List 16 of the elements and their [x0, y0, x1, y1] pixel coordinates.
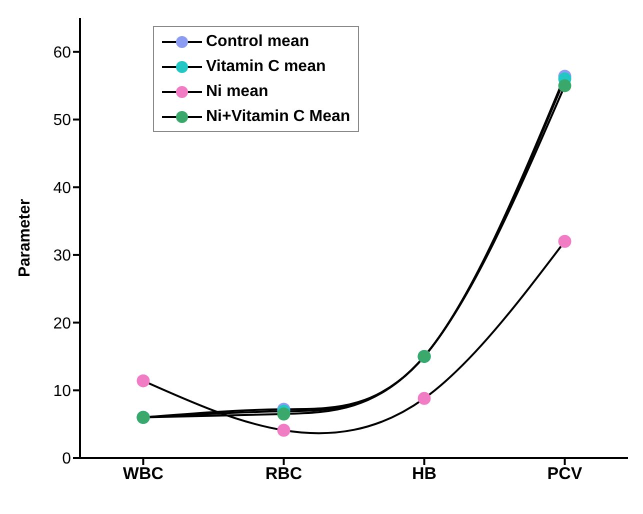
- x-tick-label: RBC: [265, 464, 302, 484]
- legend-label: Ni+Vitamin C Mean: [206, 108, 350, 126]
- x-tick-label: PCV: [547, 464, 583, 484]
- y-tick-label: 20: [53, 315, 72, 332]
- y-tick-label: 50: [53, 112, 72, 130]
- legend-label: Ni mean: [206, 82, 268, 100]
- y-tick-label: 60: [53, 44, 72, 62]
- y-tick-label: 30: [53, 248, 72, 265]
- y-tick-label: 0: [62, 450, 72, 468]
- x-tick-label: HB: [412, 464, 437, 484]
- y-axis-title: Parameter: [16, 198, 34, 278]
- y-tick-label: 10: [53, 382, 72, 400]
- x-tick-label: WBC: [122, 464, 164, 484]
- legend-label: Control mean: [206, 32, 310, 50]
- legend-label: Vitamin C mean: [206, 58, 326, 76]
- y-tick-label: 40: [53, 180, 72, 197]
